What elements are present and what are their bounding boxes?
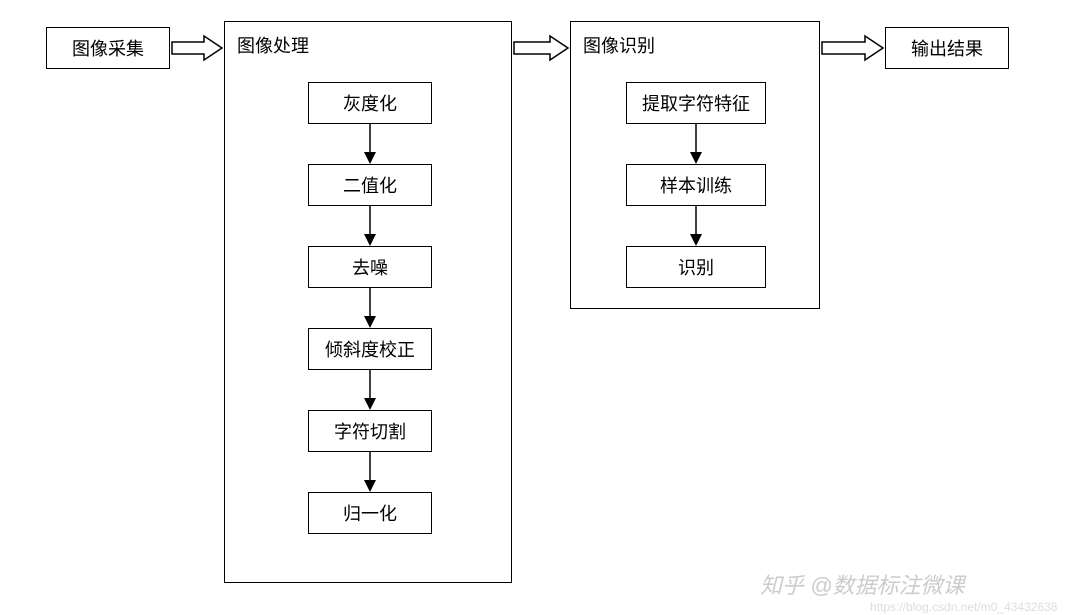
- step-label: 二值化: [343, 172, 397, 198]
- hollow-arrow-icon: [170, 36, 224, 60]
- step-character-segmentation: 字符切割: [308, 410, 432, 452]
- watermark-csdn: https://blog.csdn.net/m0_43432638: [870, 600, 1057, 614]
- step-normalization: 归一化: [308, 492, 432, 534]
- stage-label: 图像采集: [72, 35, 144, 61]
- solid-arrow-icon: [360, 124, 380, 164]
- step-recognition: 识别: [626, 246, 766, 288]
- step-label: 提取字符特征: [642, 90, 750, 116]
- watermark-zhihu: 知乎 @数据标注微课: [760, 568, 964, 600]
- step-label: 样本训练: [660, 172, 732, 198]
- solid-arrow-icon: [686, 124, 706, 164]
- step-label: 去噪: [352, 254, 388, 280]
- stage-label: 图像处理: [237, 32, 309, 58]
- stage-output-result: 输出结果: [885, 27, 1009, 69]
- solid-arrow-icon: [360, 206, 380, 246]
- solid-arrow-icon: [360, 288, 380, 328]
- solid-arrow-icon: [360, 452, 380, 492]
- step-label: 字符切割: [334, 418, 406, 444]
- stage-label: 图像识别: [583, 32, 655, 58]
- stage-label: 输出结果: [911, 35, 983, 61]
- step-feature-extraction: 提取字符特征: [626, 82, 766, 124]
- solid-arrow-icon: [686, 206, 706, 246]
- step-label: 识别: [678, 254, 714, 280]
- step-label: 倾斜度校正: [325, 336, 415, 362]
- hollow-arrow-icon: [820, 36, 885, 60]
- step-denoise: 去噪: [308, 246, 432, 288]
- hollow-arrow-icon: [512, 36, 570, 60]
- step-sample-training: 样本训练: [626, 164, 766, 206]
- step-label: 归一化: [343, 500, 397, 526]
- solid-arrow-icon: [360, 370, 380, 410]
- step-skew-correction: 倾斜度校正: [308, 328, 432, 370]
- step-label: 灰度化: [343, 90, 397, 116]
- step-binarization: 二值化: [308, 164, 432, 206]
- stage-image-acquisition: 图像采集: [46, 27, 170, 69]
- step-grayscale: 灰度化: [308, 82, 432, 124]
